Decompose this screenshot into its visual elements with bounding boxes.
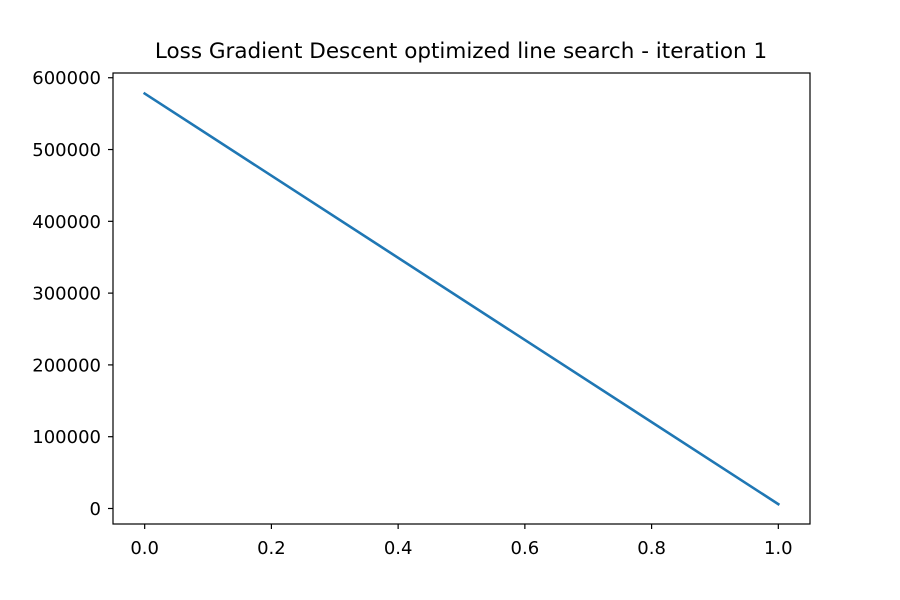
y-tick-label: 400000	[32, 212, 101, 233]
x-tick-label: 0.2	[257, 538, 286, 559]
y-tick-label: 500000	[32, 140, 101, 161]
plot-area-frame	[112, 72, 811, 525]
y-tick-label: 100000	[32, 427, 101, 448]
y-axis: 0 100000 200000 300000 400000 500000 600000	[32, 68, 113, 520]
y-tick-label: 0	[90, 499, 101, 520]
series-line	[142, 91, 781, 506]
series-layer	[142, 91, 781, 506]
x-tick-label: 0.6	[511, 538, 540, 559]
x-axis: 0.0 0.2 0.4 0.6 0.8 1.0	[130, 524, 793, 559]
x-tick-label: 0.4	[384, 538, 413, 559]
chart-title: Loss Gradient Descent optimized line sea…	[155, 39, 767, 64]
x-tick-label: 0.8	[637, 538, 666, 559]
x-tick-label: 1.0	[764, 538, 793, 559]
y-tick-label: 200000	[32, 355, 101, 376]
y-tick-label: 600000	[32, 68, 101, 89]
x-tick-label: 0.0	[130, 538, 159, 559]
y-tick-label: 300000	[32, 284, 101, 305]
